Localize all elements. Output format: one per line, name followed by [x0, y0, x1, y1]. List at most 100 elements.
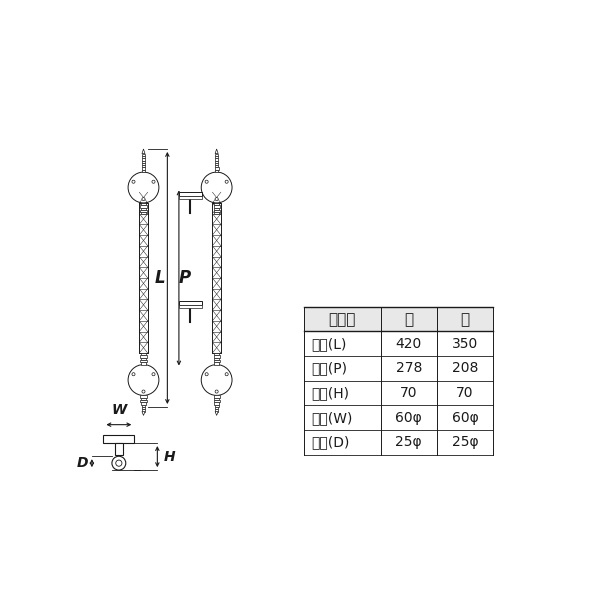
Bar — [212, 203, 221, 353]
Bar — [179, 192, 202, 196]
Text: 25φ: 25φ — [395, 436, 422, 449]
Polygon shape — [215, 412, 218, 415]
Text: L: L — [154, 269, 165, 287]
Bar — [141, 358, 146, 360]
Bar — [140, 395, 146, 398]
Bar — [141, 208, 146, 210]
Circle shape — [225, 373, 228, 376]
Text: 小: 小 — [460, 311, 470, 326]
Bar — [214, 208, 219, 210]
Bar — [214, 362, 219, 365]
Bar — [142, 167, 145, 170]
Bar — [215, 158, 218, 161]
Circle shape — [152, 180, 155, 183]
Bar — [140, 355, 146, 358]
Text: 60φ: 60φ — [452, 411, 478, 425]
Bar — [215, 161, 218, 163]
Circle shape — [152, 373, 155, 376]
Bar — [141, 353, 146, 355]
Bar — [139, 203, 148, 353]
Circle shape — [132, 373, 135, 376]
Bar — [215, 156, 218, 158]
Text: 高サ(H): 高サ(H) — [311, 386, 349, 400]
Polygon shape — [215, 149, 218, 154]
Bar — [142, 404, 145, 407]
Circle shape — [205, 373, 208, 376]
Circle shape — [215, 197, 218, 200]
Polygon shape — [142, 149, 145, 154]
Bar — [214, 205, 220, 208]
Bar — [142, 407, 145, 409]
Text: W: W — [111, 403, 127, 417]
Text: H: H — [164, 449, 175, 464]
Text: D: D — [77, 456, 88, 470]
Text: 278: 278 — [395, 361, 422, 376]
Text: 全長(L): 全長(L) — [311, 337, 347, 351]
Text: 大: 大 — [404, 311, 413, 326]
Circle shape — [128, 172, 159, 203]
Bar — [115, 443, 123, 455]
Circle shape — [128, 365, 159, 395]
Bar — [214, 210, 220, 212]
Bar — [141, 398, 146, 400]
Text: 70: 70 — [400, 386, 418, 400]
Bar — [214, 353, 219, 355]
Bar — [142, 158, 145, 161]
Bar — [304, 307, 493, 331]
Bar — [214, 400, 220, 403]
Bar — [142, 161, 145, 163]
Circle shape — [112, 456, 126, 470]
Bar — [214, 355, 220, 358]
Bar — [214, 203, 219, 205]
Bar — [142, 165, 145, 167]
Bar — [215, 407, 218, 409]
Text: 70: 70 — [456, 386, 474, 400]
Bar — [215, 163, 218, 165]
Bar — [214, 398, 219, 400]
Bar — [142, 163, 145, 165]
Text: 座巾(W): 座巾(W) — [311, 411, 353, 425]
Bar — [142, 154, 145, 156]
Bar — [215, 165, 218, 167]
Text: 足巾(P): 足巾(P) — [311, 361, 347, 376]
Circle shape — [225, 180, 228, 183]
Bar — [141, 403, 146, 404]
Bar — [103, 436, 134, 443]
Bar — [179, 196, 202, 199]
Text: 60φ: 60φ — [395, 411, 422, 425]
Bar — [214, 403, 219, 404]
Text: 25φ: 25φ — [452, 436, 478, 449]
Bar — [141, 362, 146, 365]
Circle shape — [132, 180, 135, 183]
Text: 径　(D): 径 (D) — [311, 436, 350, 449]
Bar — [214, 395, 220, 398]
Bar — [214, 360, 220, 362]
Bar — [141, 212, 146, 214]
Bar — [140, 205, 146, 208]
Bar — [140, 210, 146, 212]
Bar — [215, 409, 218, 412]
Bar — [215, 154, 218, 156]
Bar — [215, 167, 218, 170]
Circle shape — [142, 197, 145, 200]
Bar — [142, 409, 145, 412]
Bar — [214, 212, 219, 214]
Bar — [179, 305, 202, 308]
Text: サイズ: サイズ — [328, 311, 356, 326]
Text: 420: 420 — [395, 337, 422, 351]
Bar — [179, 301, 202, 305]
Circle shape — [201, 365, 232, 395]
Bar — [140, 360, 146, 362]
Circle shape — [142, 390, 145, 393]
Circle shape — [201, 172, 232, 203]
Text: 208: 208 — [452, 361, 478, 376]
Text: P: P — [179, 269, 191, 287]
Bar — [215, 170, 218, 172]
Bar — [142, 156, 145, 158]
Circle shape — [205, 180, 208, 183]
Polygon shape — [142, 412, 145, 415]
Bar — [215, 404, 218, 407]
Text: 350: 350 — [452, 337, 478, 351]
Circle shape — [215, 390, 218, 393]
Circle shape — [116, 460, 122, 466]
